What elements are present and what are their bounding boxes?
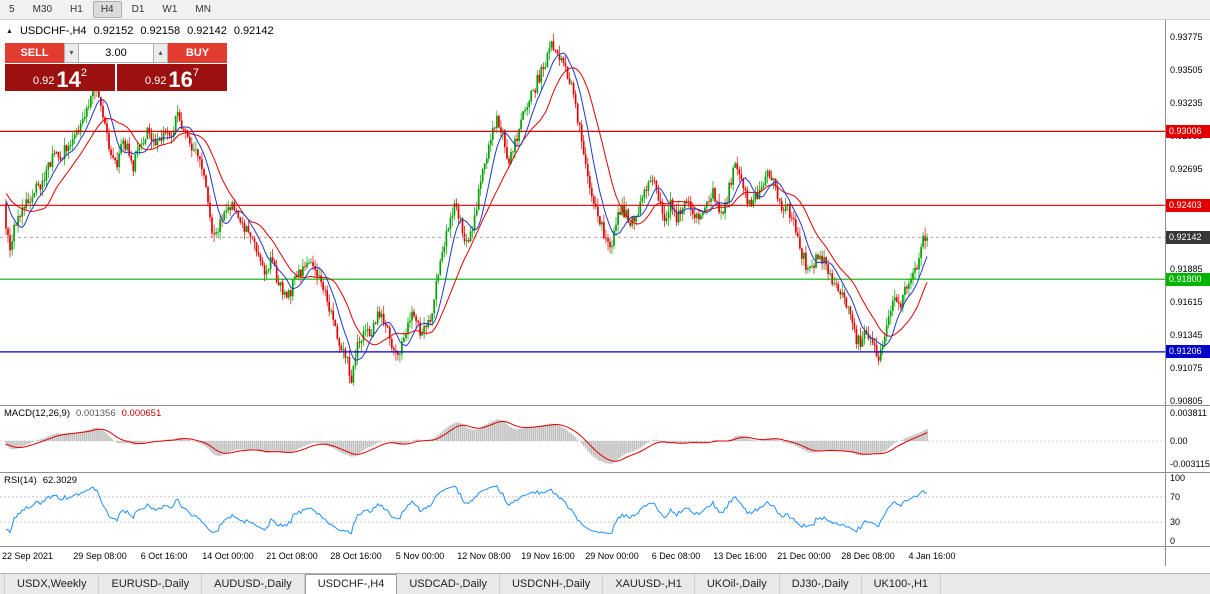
- rsi-name: RSI(14): [4, 475, 37, 486]
- rsi-chart-canvas[interactable]: [0, 473, 1165, 546]
- buy-price-display[interactable]: 0.92 16 7: [117, 64, 227, 91]
- trade-panel-controls: SELL ▾ ▴ BUY: [5, 43, 227, 63]
- sell-price-base: 0.92: [32, 75, 55, 87]
- price-pane: ▲ USDCHF-,H4 0.92152 0.92158 0.92142 0.9…: [0, 20, 1210, 407]
- pane-separator: [0, 546, 1210, 547]
- trade-panel-prices: 0.92 14 2 0.92 16 7: [5, 64, 227, 91]
- macd-axis-tick: 0.00: [1170, 436, 1188, 446]
- rsi-axis-tick: 100: [1170, 473, 1186, 483]
- price-axis-tick: 0.91615: [1170, 296, 1203, 307]
- time-label: 19 Nov 16:00: [521, 551, 575, 561]
- macd-chart-canvas[interactable]: [0, 406, 1165, 472]
- time-label: 21 Dec 00:00: [777, 551, 831, 561]
- one-click-panel-toggle-icon[interactable]: ▲: [6, 27, 13, 35]
- timeframe-button-d1[interactable]: D1: [131, 4, 145, 15]
- chart-tab-usdchf-h4[interactable]: USDCHF-,H4: [304, 574, 398, 594]
- chart-tab-eurusd-daily[interactable]: EURUSD-,Daily: [99, 574, 203, 594]
- time-label: 13 Dec 16:00: [713, 551, 767, 561]
- timeframe-button-h1[interactable]: H1: [70, 4, 83, 15]
- price-axis-tick: 0.93505: [1170, 65, 1203, 76]
- macd-name: MACD(12,26,9): [4, 408, 70, 419]
- time-label: 4 Jan 16:00: [908, 551, 956, 561]
- macd-label: MACD(12,26,9) 0.001356 0.000651: [4, 408, 161, 419]
- price-axis-separator: [1165, 20, 1166, 566]
- price-axis-tick: 0.93235: [1170, 98, 1203, 109]
- ohlc-open-value: 0.92152: [93, 25, 134, 37]
- ohlc-close-value: 0.92142: [233, 25, 274, 37]
- price-axis-tick: 0.90805: [1170, 396, 1203, 407]
- macd-pane: MACD(12,26,9) 0.001356 0.000651 0.003811…: [0, 406, 1210, 472]
- time-axis[interactable]: 22 Sep 2021 29 Sep 08:00 6 Oct 16:00 14 Oct…: [0, 547, 1210, 566]
- sell-price-pips: 14: [56, 67, 81, 92]
- chart-tab-dj30-daily[interactable]: DJ30-,Daily: [780, 574, 862, 594]
- price-level-badge: 0.93006: [1166, 124, 1210, 138]
- macd-signal-value: 0.000651: [121, 408, 162, 419]
- time-label: 28 Dec 08:00: [841, 551, 895, 561]
- time-label: 6 Dec 08:00: [651, 551, 701, 561]
- time-label: 22 Sep 2021: [2, 551, 54, 561]
- price-level-badge: 0.91206: [1166, 345, 1210, 359]
- buy-price-pips: 16: [168, 67, 193, 92]
- price-axis-tick: 0.92695: [1170, 164, 1203, 175]
- buy-price-point: 7: [192, 67, 200, 79]
- one-click-trading-panel: SELL ▾ ▴ BUY 0.92 14 2 0.92 16 7: [5, 43, 227, 91]
- chart-area: ▲ USDCHF-,H4 0.92152 0.92158 0.92142 0.9…: [0, 20, 1210, 566]
- chart-tabs-bar: USDX,Weekly EURUSD-,Daily AUDUSD-,Daily USD…: [0, 573, 1210, 594]
- time-label: 5 Nov 00:00: [395, 551, 445, 561]
- chart-tab-audusd-daily[interactable]: AUDUSD-,Daily: [202, 574, 305, 594]
- price-level-badge: 0.91800: [1166, 272, 1210, 286]
- volume-input[interactable]: [79, 43, 153, 63]
- macd-axis-tick: 0.003811: [1170, 407, 1207, 418]
- timeframe-button-5[interactable]: 5: [9, 4, 15, 15]
- chart-header: ▲ USDCHF-,H4 0.92152 0.92158 0.92142 0.9…: [6, 25, 274, 37]
- pane-separator[interactable]: [0, 472, 1210, 473]
- rsi-axis-tick: 70: [1170, 491, 1181, 502]
- buy-button[interactable]: BUY: [168, 43, 227, 63]
- rsi-pane: RSI(14) 62.3029 100 70 30 0: [0, 473, 1210, 546]
- volume-increase-button[interactable]: ▴: [153, 43, 168, 63]
- rsi-axis-tick: 0: [1170, 536, 1176, 546]
- sell-price-display[interactable]: 0.92 14 2: [5, 64, 115, 91]
- time-label: 21 Oct 08:00: [266, 551, 318, 561]
- chart-tab-uk100-h1[interactable]: UK100-,H1: [862, 574, 942, 594]
- pane-separator[interactable]: [0, 405, 1210, 406]
- time-label: 6 Oct 16:00: [140, 551, 188, 561]
- buy-price-base: 0.92: [144, 75, 167, 87]
- last-price-badge: 0.92142: [1166, 230, 1210, 244]
- macd-axis-tick: -0.003115: [1170, 459, 1210, 470]
- price-axis-tick: 0.93775: [1170, 32, 1203, 43]
- timeframe-button-m30[interactable]: M30: [32, 4, 53, 15]
- rsi-label: RSI(14) 62.3029: [4, 475, 77, 486]
- sell-price-point: 2: [80, 67, 88, 79]
- chart-tab-usdcad-daily[interactable]: USDCAD-,Daily: [397, 574, 500, 594]
- volume-decrease-button[interactable]: ▾: [64, 43, 79, 63]
- rsi-value: 62.3029: [42, 475, 78, 486]
- timeframe-button-h4[interactable]: H4: [92, 1, 122, 18]
- price-axis-tick: 0.91885: [1170, 263, 1203, 274]
- sell-button[interactable]: SELL: [5, 43, 64, 63]
- chart-tab-usdcnh-daily[interactable]: USDCNH-,Daily: [500, 574, 604, 594]
- ohlc-low-value: 0.92142: [187, 25, 227, 37]
- time-label: 12 Nov 08:00: [457, 551, 511, 561]
- ohlc-high-value: 0.92158: [140, 25, 181, 37]
- chart-tab-usdx-weekly[interactable]: USDX,Weekly: [4, 574, 100, 594]
- time-label: 29 Sep 08:00: [73, 551, 127, 561]
- chart-tab-xauusd-h1[interactable]: XAUUSD-,H1: [603, 574, 695, 594]
- price-axis-tick: 0.91345: [1170, 329, 1203, 340]
- time-label: 28 Oct 16:00: [330, 551, 382, 561]
- rsi-axis-tick: 30: [1170, 517, 1181, 528]
- timeframe-button-w1[interactable]: W1: [162, 4, 178, 15]
- symbol-period-label: USDCHF-,H4: [19, 25, 87, 37]
- price-level-badge: 0.92403: [1166, 198, 1210, 212]
- time-label: 14 Oct 00:00: [202, 551, 254, 561]
- chart-tab-ukoil-daily[interactable]: UKOil-,Daily: [695, 574, 780, 594]
- timeframe-toolbar: 5 M30 H1 H4 D1 W1 MN: [0, 0, 1210, 20]
- candlestick-chart-canvas[interactable]: [0, 20, 1165, 405]
- macd-main-value: 0.001356: [76, 408, 116, 419]
- price-axis-tick: 0.91075: [1170, 362, 1203, 373]
- time-label: 29 Nov 00:00: [585, 551, 639, 561]
- timeframe-button-mn[interactable]: MN: [195, 4, 211, 15]
